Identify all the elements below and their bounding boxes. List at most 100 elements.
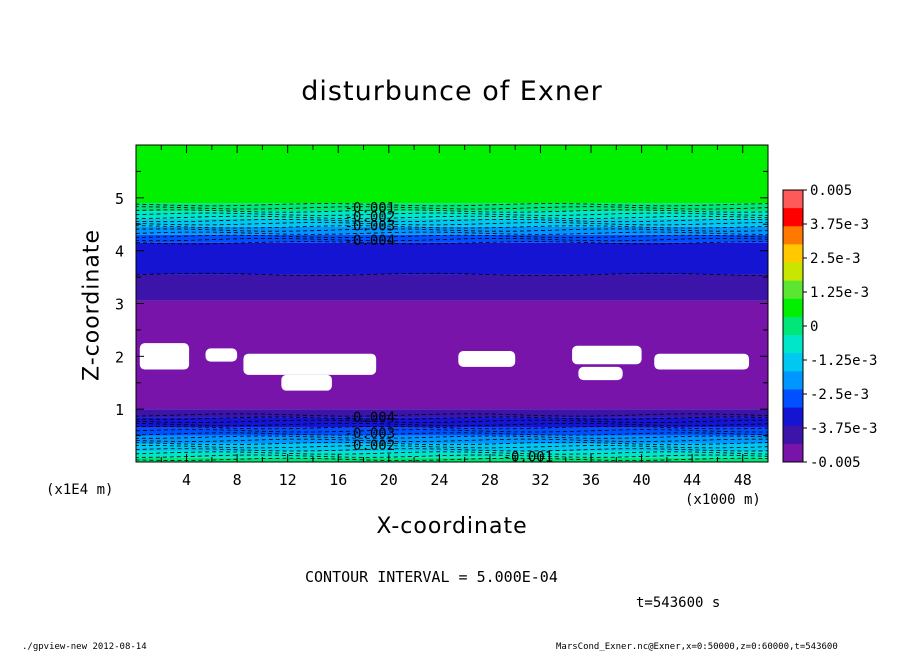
contour-line-19 — [135, 438, 768, 442]
colorbar-swatch-7 — [783, 316, 803, 336]
contour-line-16 — [135, 448, 769, 452]
contour-label-0: -0.001 — [345, 200, 396, 216]
x-tick-label-48: 48 — [734, 471, 752, 489]
colorbar-swatch-13 — [783, 425, 803, 445]
band-12 — [136, 435, 768, 444]
footer-program-date: ./gpview-new 2012-08-14 — [22, 642, 147, 652]
contour-line-25 — [135, 419, 769, 423]
x-tick-label-8: 8 — [233, 471, 242, 489]
contour-line-24 — [135, 422, 769, 427]
undefined-patch-7 — [654, 353, 750, 370]
colorbar-swatch-5 — [783, 280, 803, 300]
undefined-patch-5 — [572, 345, 642, 365]
colorbar-swatch-2 — [783, 226, 803, 245]
contour-line-11 — [135, 206, 769, 210]
contour-line-2 — [135, 234, 769, 239]
x-tick-label-12: 12 — [279, 471, 297, 489]
x-tick-label-40: 40 — [633, 471, 651, 489]
time-label: t=543600 s — [636, 595, 721, 611]
contour-line-26 — [135, 416, 769, 420]
contour-line-5 — [135, 225, 769, 229]
y-axis-ticks: 1 2 3 4 5 — [115, 170, 768, 437]
y-tick-label-3: 3 — [115, 296, 124, 314]
contour-line-28 — [135, 272, 769, 277]
colorbar-swatch-8 — [783, 335, 803, 354]
colorbar: 0.005 3.75e-3 2.5e-3 1.25e-3 0 -1.25e-3 -2.5e-… — [782, 183, 877, 471]
x-axis-ticks: 4 8 12 16 20 24 28 32 36 40 44 48 — [160, 145, 752, 489]
contour-line-0 — [135, 241, 769, 245]
contour-line-8 — [135, 215, 769, 220]
undefined-patch-4 — [458, 351, 516, 367]
x-tick-label-20: 20 — [380, 471, 398, 489]
contour-lines — [135, 203, 769, 461]
contour-line-12 — [135, 203, 769, 207]
contour-line-22 — [135, 429, 769, 433]
band-9 — [136, 409, 768, 418]
colorbar-swatch-1 — [783, 208, 803, 227]
x-tick-label-36: 36 — [582, 471, 600, 489]
band-1 — [136, 203, 768, 212]
y-axis-label: Z-coordinate — [79, 229, 105, 381]
contour-line-23 — [135, 426, 769, 430]
y-tick-label-4: 4 — [115, 243, 124, 261]
colorbar-label-2: 2.5e-3 — [810, 251, 861, 267]
contour-line-10 — [135, 209, 769, 213]
contour-label-7: -0.001 — [503, 450, 554, 466]
contour-line-27 — [135, 413, 769, 417]
y-tick-label-5: 5 — [115, 190, 124, 208]
colorbar-swatch-12 — [783, 407, 803, 427]
colorbar-swatch-3 — [783, 244, 803, 264]
y-tick-label-2: 2 — [115, 348, 124, 366]
x-tick-label-24: 24 — [430, 471, 448, 489]
y-tick-label-1: 1 — [115, 401, 124, 419]
undefined-value-patches — [139, 343, 750, 391]
band-7 — [136, 274, 768, 301]
contour-labels: -0.001-0.002-0.003-0.004-0.004-0.003-0.0… — [345, 200, 554, 465]
colorbar-swatch-11 — [783, 389, 803, 409]
contour-label-6: -0.002 — [345, 438, 396, 454]
x-axis-unit: (x1000 m) — [685, 492, 761, 508]
contour-line-6 — [135, 222, 769, 226]
footer-source: MarsCond_Exner.nc@Exner,x=0:50000,z=0:60… — [556, 642, 838, 652]
contour-line-3 — [135, 231, 769, 235]
colorbar-swatch-10 — [783, 371, 803, 390]
band-14 — [136, 451, 768, 458]
x-tick-label-16: 16 — [329, 471, 347, 489]
colorbar-swatch-9 — [783, 353, 803, 372]
contour-line-1 — [135, 237, 769, 242]
contour-line-21 — [135, 432, 769, 436]
contour-label-4: -0.004 — [345, 410, 396, 426]
undefined-patch-6 — [578, 366, 623, 381]
colorbar-label-0: 0.005 — [810, 183, 852, 199]
colorbar-label-5: -1.25e-3 — [810, 353, 877, 369]
x-tick-label-28: 28 — [481, 471, 499, 489]
contour-line-4 — [135, 228, 769, 232]
contour-line-18 — [135, 441, 769, 446]
x-tick-label-32: 32 — [531, 471, 549, 489]
colorbar-swatch-14 — [783, 443, 803, 463]
colorbar-label-7: -3.75e-3 — [810, 421, 877, 437]
y-axis-unit: (x1E4 m) — [46, 482, 114, 498]
band-4 — [136, 226, 768, 235]
contour-label-3: -0.004 — [345, 233, 396, 249]
contour-line-7 — [135, 218, 769, 223]
band-5 — [136, 234, 768, 243]
undefined-patch-0 — [139, 343, 190, 370]
band-3 — [136, 218, 768, 227]
colorbar-label-4: 0 — [810, 319, 818, 335]
chart-title: disturbunce of Exner — [301, 76, 603, 107]
contour-label-1: -0.002 — [345, 209, 396, 225]
contour-line-20 — [135, 435, 769, 439]
undefined-patch-1 — [205, 348, 238, 362]
contour-interval-label: CONTOUR INTERVAL = 5.000E-04 — [305, 568, 558, 586]
x-tick-label-4: 4 — [182, 471, 191, 489]
x-axis-label: X-coordinate — [376, 514, 528, 539]
undefined-patch-3 — [281, 374, 332, 391]
colorbar-swatch-6 — [783, 298, 803, 318]
undefined-patch-2 — [243, 353, 377, 375]
colorbar-swatch-0 — [783, 190, 803, 209]
colorbar-label-3: 1.25e-3 — [810, 285, 869, 301]
colorbar-label-8: -0.005 — [810, 455, 861, 471]
contour-label-5: -0.003 — [345, 426, 396, 442]
